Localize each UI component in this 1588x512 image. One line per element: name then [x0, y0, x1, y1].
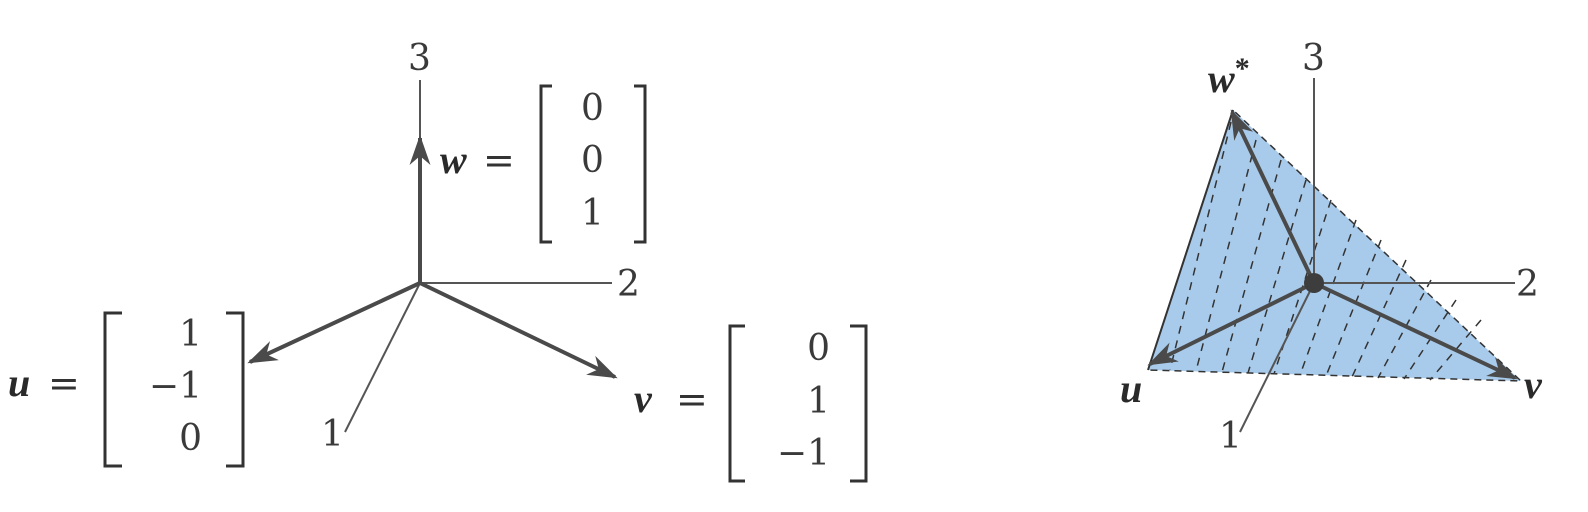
v-component-3: −1: [777, 433, 830, 474]
right-w-star-arrow: [1230, 109, 1316, 284]
v-vector-label: v: [634, 376, 653, 421]
plane-triangle: [1146, 108, 1523, 382]
u-component-2: −1: [149, 366, 202, 407]
left-axis-3-label: 3: [408, 38, 431, 79]
w-star-letter: w: [1208, 56, 1235, 101]
u-left-bracket: [103, 311, 122, 468]
right-u-label: u: [1120, 366, 1142, 411]
w-vector-label: w: [440, 137, 467, 182]
right-v-label: v: [1524, 362, 1543, 407]
left-axis-2-label: 2: [617, 264, 640, 305]
right-v-arrow: [1313, 281, 1518, 380]
v-vector-matrix: v = 0 1 −1: [634, 324, 868, 483]
left-diagram: 3 2 1 w = 0 0 1 u = 1 −1 0 v: [8, 38, 868, 483]
w-right-bracket: [634, 84, 647, 244]
u-component-1: 1: [179, 314, 202, 355]
right-u-arrow: [1147, 281, 1315, 366]
w-vector-matrix: w = 0 0 1: [440, 84, 647, 244]
w-left-bracket: [539, 84, 552, 244]
u-equals-sign: =: [48, 361, 80, 405]
w-component-2: 0: [581, 140, 604, 181]
left-v-arrow: [419, 281, 618, 379]
w-star-label: w*: [1208, 52, 1250, 101]
right-diagram: 3 2 1 w* u v: [1120, 38, 1543, 457]
v-equals-sign: =: [676, 377, 708, 421]
left-axis-1: [344, 282, 421, 433]
u-component-3: 0: [179, 418, 202, 459]
v-component-1: 0: [807, 328, 830, 369]
left-u-arrow: [247, 281, 421, 364]
right-axis-1: [1239, 282, 1315, 433]
right-axis-1-label: 1: [1219, 416, 1242, 457]
w-star-superscript: *: [1235, 52, 1250, 85]
plane-left-edge: [1147, 109, 1234, 371]
left-axis-1-label: 1: [321, 414, 344, 455]
origin-point: [1304, 273, 1324, 293]
v-right-bracket: [850, 324, 868, 483]
w-component-3: 1: [581, 193, 604, 234]
w-equals-sign: =: [483, 138, 515, 182]
right-axis-3-label: 3: [1302, 38, 1325, 79]
right-axis-2-label: 2: [1516, 264, 1539, 305]
v-left-bracket: [728, 324, 745, 483]
w-component-1: 0: [581, 88, 604, 129]
u-right-bracket: [226, 311, 245, 468]
u-vector-matrix: u = 1 −1 0: [8, 311, 245, 468]
u-vector-label: u: [8, 360, 30, 405]
v-component-2: 1: [807, 381, 830, 422]
